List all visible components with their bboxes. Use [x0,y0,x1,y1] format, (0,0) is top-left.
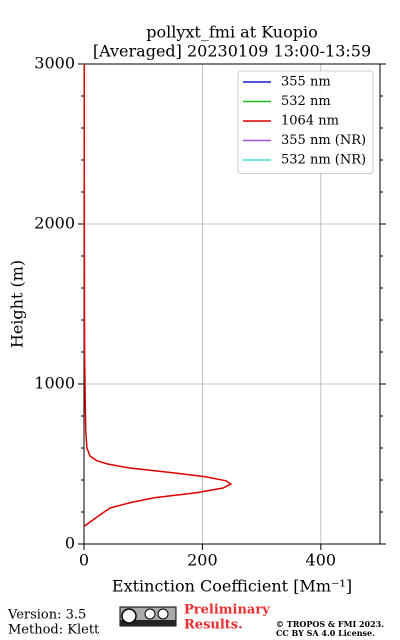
legend-label: 355 nm [281,75,331,90]
version: Version: 3.5 [7,608,86,623]
legend-box [237,70,374,174]
x-tick-label: 400 [306,551,337,570]
license: CC BY SA 4.0 License. [276,628,375,638]
data-line [83,64,233,528]
y-tick-label: 3000 [34,54,75,73]
legend-label: 1064 nm [281,114,339,129]
y-tick-label: 1000 [34,374,75,393]
x-axis-label: Extinction Coefficient [Mm⁻¹] [112,577,352,596]
method: Method: Klett [8,623,100,638]
preliminary-note: Preliminary [184,603,270,618]
cc-logo [119,606,177,627]
y-tick-label: 2000 [34,214,75,233]
legend-label: 355 nm (NR) [281,133,366,148]
y-tick-label: 0 [65,534,75,553]
x-tick-label: 0 [79,551,89,570]
legend-label: 532 nm [281,94,331,109]
y-axis-label: Height (m) [8,260,27,348]
preliminary-note: Results. [184,618,243,633]
copyright: © TROPOS & FMI 2023. [276,619,384,629]
chart-title: pollyxt_fmi at Kuopio [146,23,317,42]
chart-subtitle: [Averaged] 20230109 13:00-13:59 [93,42,371,61]
legend-label: 532 nm (NR) [281,153,366,168]
x-tick-label: 200 [187,551,218,570]
